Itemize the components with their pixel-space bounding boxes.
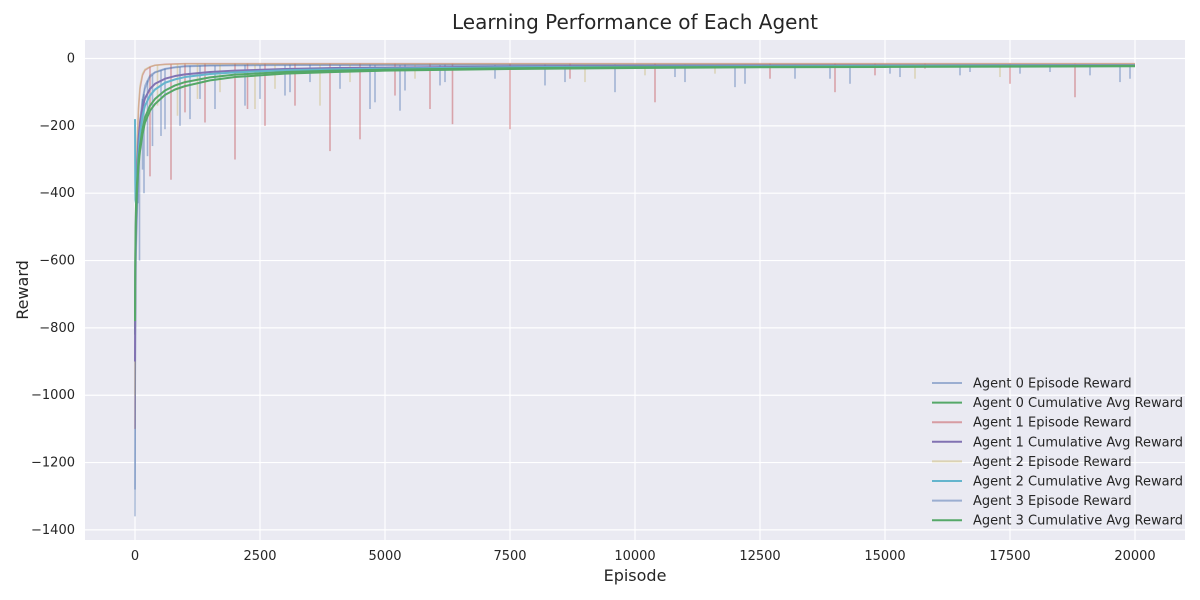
legend-label: Agent 2 Cumulative Avg Reward bbox=[973, 475, 1183, 490]
x-tick-label: 15000 bbox=[864, 549, 905, 564]
x-tick-label: 2500 bbox=[243, 549, 276, 564]
y-axis-ticks: 0 −200 −400 −600 −800 −1000 −1200 −1400 bbox=[31, 52, 75, 538]
y-tick-label: −1400 bbox=[31, 523, 75, 538]
episode-reward-line bbox=[134, 63, 1135, 396]
legend-label: Agent 1 Episode Reward bbox=[973, 416, 1132, 431]
y-tick-label: −200 bbox=[39, 119, 75, 134]
x-tick-label: 17500 bbox=[989, 549, 1030, 564]
x-tick-label: 7500 bbox=[493, 549, 526, 564]
chart-title: Learning Performance of Each Agent bbox=[452, 10, 818, 34]
series-7 bbox=[134, 64, 1136, 322]
grid bbox=[85, 40, 1185, 540]
x-tick-label: 10000 bbox=[614, 549, 655, 564]
legend-label: Agent 3 Episode Reward bbox=[973, 494, 1132, 509]
x-axis-ticks: 0 2500 5000 7500 10000 12500 15000 17500 20000 bbox=[131, 549, 1156, 564]
y-tick-label: −800 bbox=[39, 321, 75, 336]
cumulative-avg-line bbox=[134, 64, 1136, 322]
x-tick-label: 20000 bbox=[1114, 549, 1155, 564]
y-tick-label: −400 bbox=[39, 186, 75, 201]
x-tick-label: 0 bbox=[131, 549, 139, 564]
y-tick-label: −1200 bbox=[31, 456, 75, 471]
y-axis-label: Reward bbox=[13, 260, 32, 320]
legend-label: Agent 2 Episode Reward bbox=[973, 455, 1132, 470]
legend-label: Agent 0 Cumulative Avg Reward bbox=[973, 396, 1183, 411]
legend-label: Agent 0 Episode Reward bbox=[973, 377, 1132, 392]
y-tick-label: −600 bbox=[39, 254, 75, 269]
y-tick-label: −1000 bbox=[31, 388, 75, 403]
series-layer bbox=[134, 62, 1136, 517]
legend-label: Agent 1 Cumulative Avg Reward bbox=[973, 435, 1183, 450]
y-tick-label: 0 bbox=[67, 52, 75, 67]
x-axis-label: Episode bbox=[604, 566, 667, 585]
legend: Agent 0 Episode Reward Agent 0 Cumulative… bbox=[932, 377, 1183, 529]
x-tick-label: 5000 bbox=[368, 549, 401, 564]
x-tick-label: 12500 bbox=[739, 549, 780, 564]
legend-label: Agent 3 Cumulative Avg Reward bbox=[973, 514, 1183, 529]
